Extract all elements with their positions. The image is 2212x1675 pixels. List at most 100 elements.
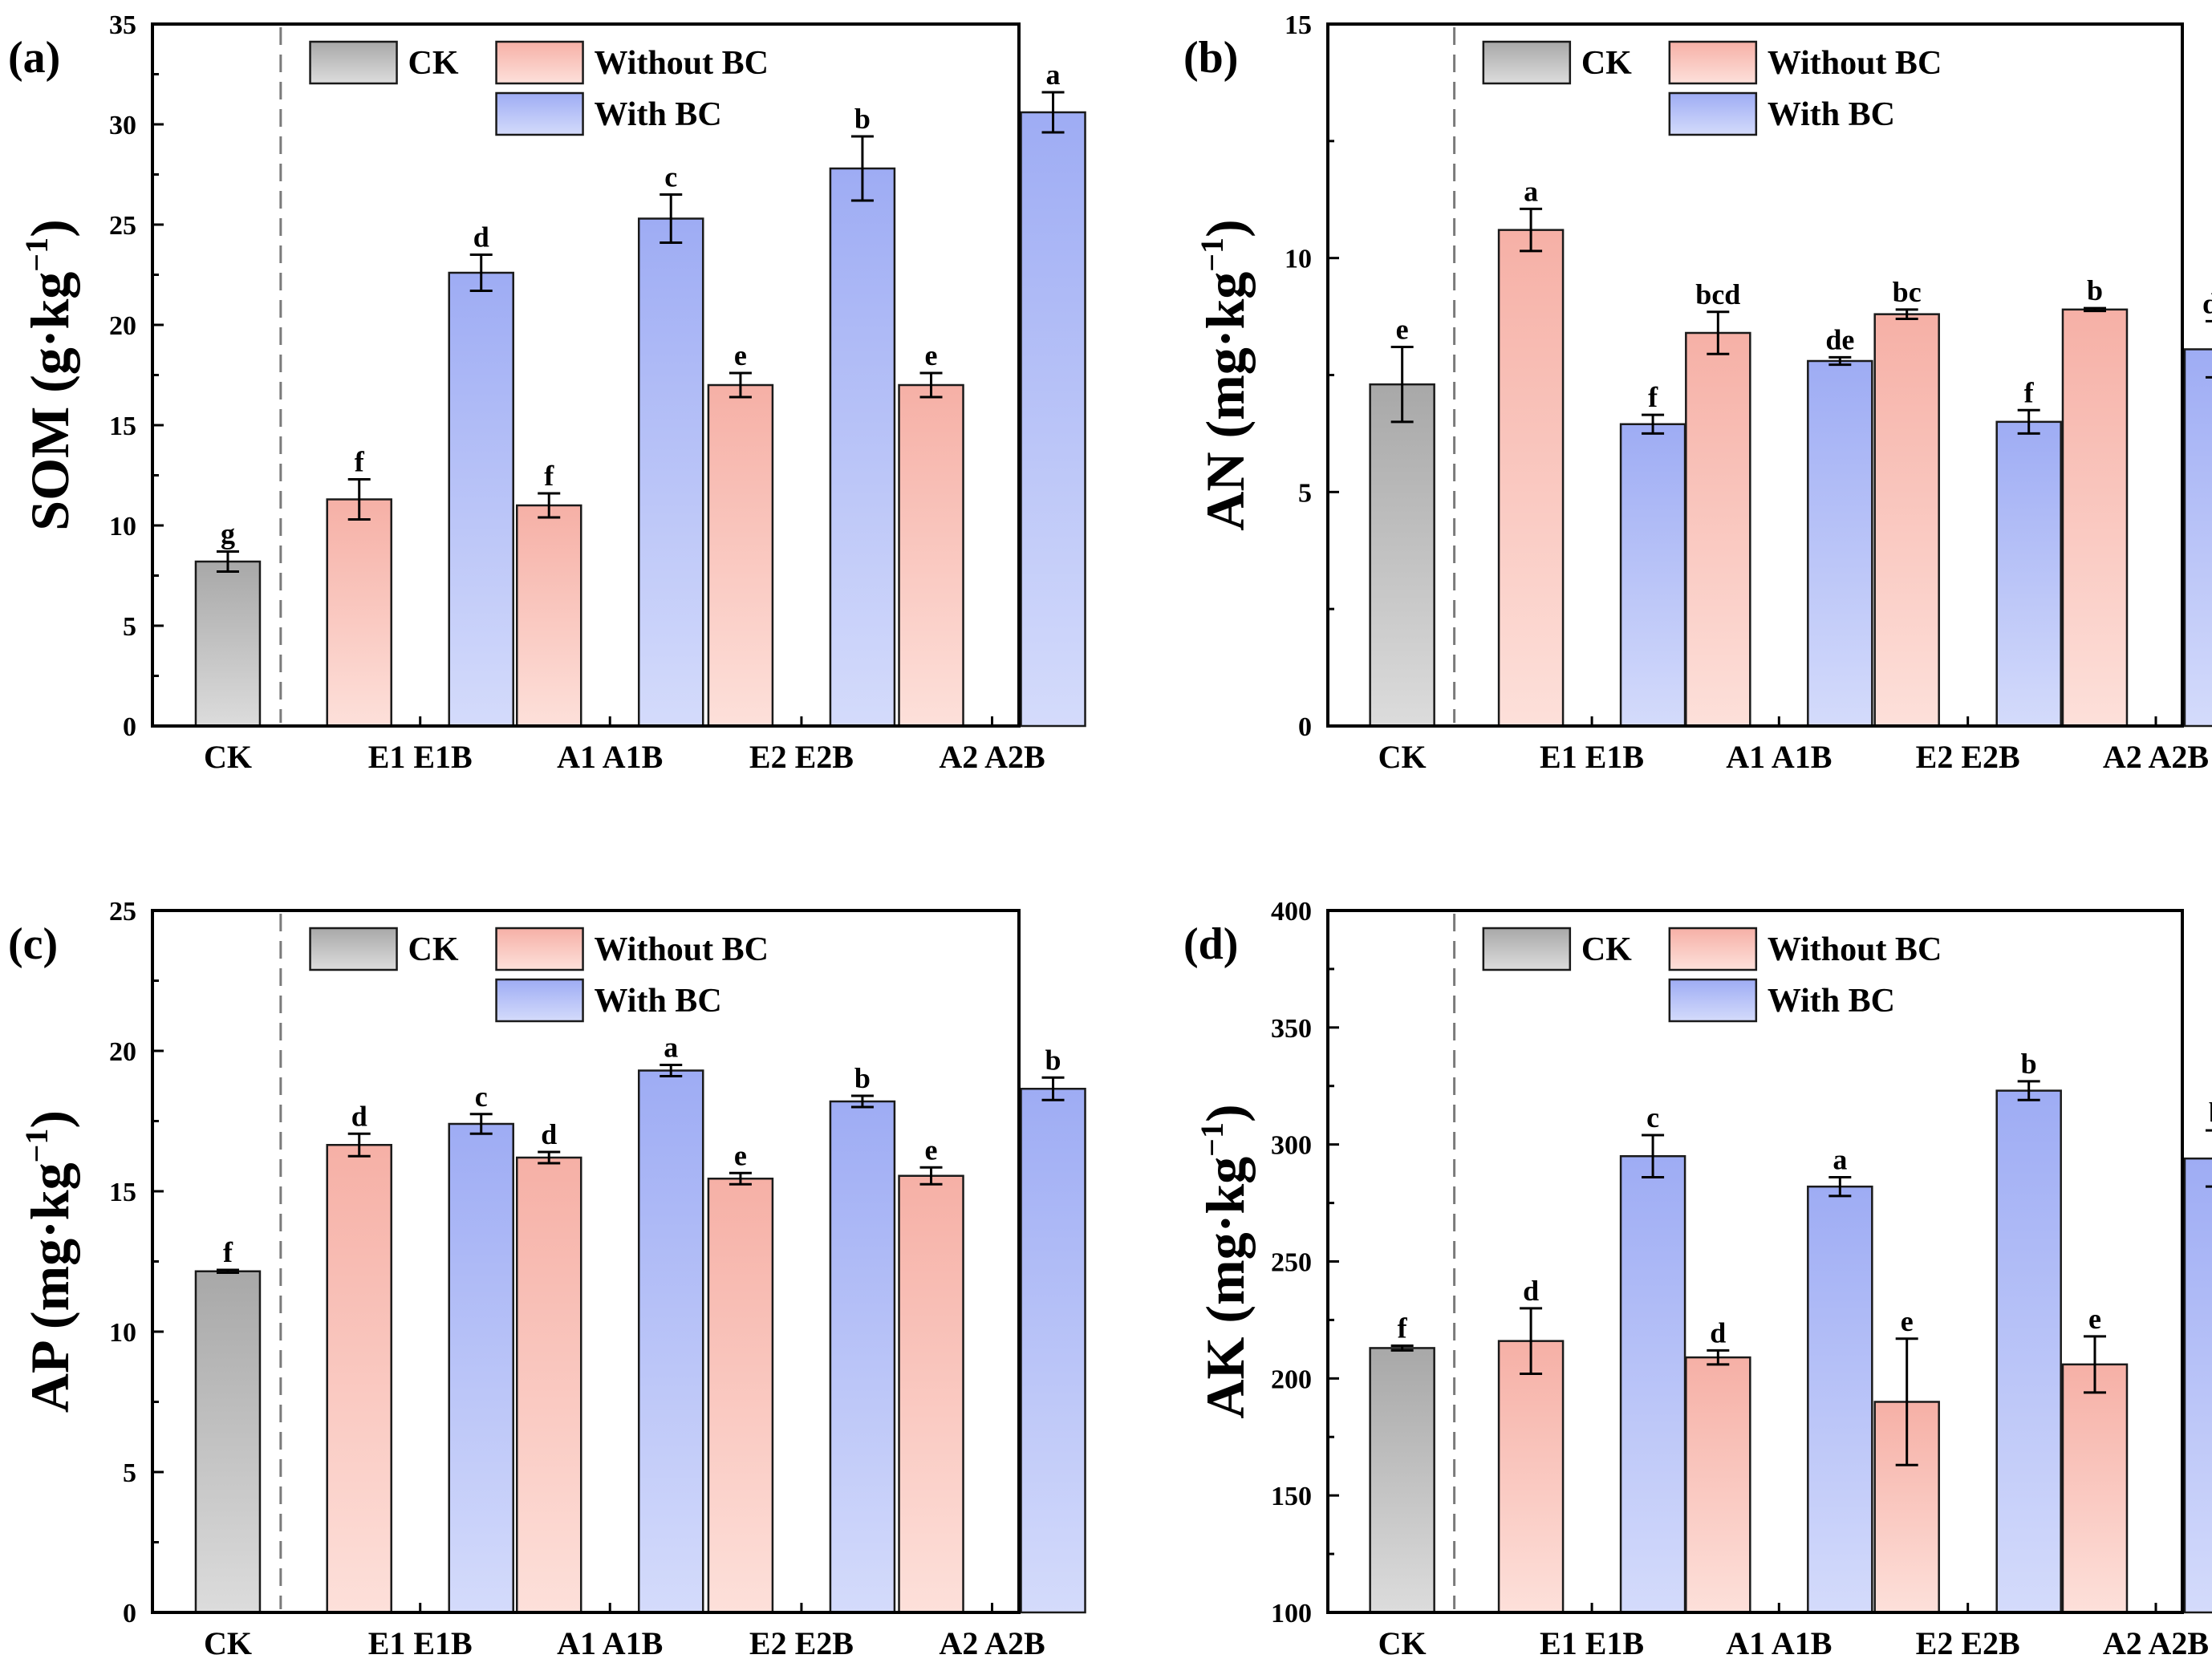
y-tick-label: 20: [109, 1037, 136, 1067]
bar-with-bc: [1020, 1088, 1086, 1614]
bar-without-bc: [1685, 1356, 1751, 1614]
y-tick-label: 5: [123, 1458, 136, 1488]
chart-panel-3: (c) AP (mg·kg−1) 0 5 10 15 20 25 CK E1 E1B A1 A1B E…: [8, 897, 1086, 1661]
significance-letter: f: [1648, 381, 1658, 413]
legend-swatch-without-bc: [495, 927, 584, 971]
bar-with-bc: [448, 1122, 514, 1614]
y-tick-label: 0: [123, 712, 136, 742]
bar-with-bc: [1619, 1155, 1686, 1614]
legend-label-ck: CK: [408, 45, 459, 82]
x-tick-label: A2 A2B: [939, 739, 1045, 775]
bar-with-bc: [1807, 1185, 1873, 1614]
y-tick-label: 15: [1285, 10, 1312, 40]
legend-swatch-without-bc: [1668, 40, 1758, 85]
bar-with-bc: [448, 271, 514, 728]
y-tick-label: 15: [109, 1178, 136, 1207]
y-tick-label: 25: [109, 897, 136, 927]
bar-without-bc: [2061, 1363, 2129, 1614]
bar-without-bc: [1685, 331, 1751, 728]
bar-ck: [194, 560, 262, 728]
bar-ck: [194, 1270, 262, 1614]
bar-without-bc: [898, 383, 964, 728]
significance-letter: c: [664, 161, 677, 193]
significance-letter: e: [1396, 314, 1409, 346]
x-tick-label: A2 A2B: [2103, 739, 2209, 775]
x-tick-label: A1 A1B: [1726, 1625, 1832, 1661]
x-tick-label: CK: [204, 739, 252, 775]
bar-without-bc: [1873, 313, 1940, 728]
bar-with-bc: [2183, 348, 2212, 728]
significance-letter: e: [734, 1139, 747, 1171]
legend-swatch-with-bc: [495, 978, 584, 1023]
y-tick-label: 300: [1271, 1131, 1312, 1161]
significance-letter: b: [2087, 274, 2103, 306]
y-axis-label: AP (mg·kg−1): [18, 1110, 80, 1413]
x-tick-label: E2 E2B: [749, 739, 854, 775]
significance-letter: e: [734, 339, 747, 371]
y-tick-label: 15: [109, 412, 136, 441]
y-tick-label: 10: [1285, 245, 1312, 274]
legend-swatch-with-bc: [1668, 978, 1758, 1023]
significance-letter: f: [223, 1236, 233, 1268]
bar-with-bc: [1619, 423, 1686, 728]
legend: CK Without BC With BC: [309, 927, 769, 1023]
legend-label-ck: CK: [1581, 931, 1632, 968]
legend-label-ck: CK: [1581, 45, 1632, 82]
x-tick-label: E1 E1B: [368, 1625, 473, 1661]
bar-without-bc: [1497, 229, 1565, 728]
x-tick-label: CK: [1378, 1625, 1427, 1661]
legend-label-with-bc: With BC: [1768, 983, 1895, 1020]
significance-letter: a: [664, 1032, 678, 1064]
x-tick-label: E2 E2B: [1916, 739, 2020, 775]
y-tick-label: 20: [109, 311, 136, 341]
significance-letter: f: [355, 446, 365, 478]
y-tick-label: 100: [1271, 1599, 1312, 1628]
chart-panel-1: (a) SOM (g·kg−1) 0 5 10 15 20 25 30 35 CK E1 E1B A1 …: [8, 10, 1086, 775]
legend-label-without-bc: Without BC: [595, 45, 769, 82]
x-tick-label: A1 A1B: [557, 1625, 663, 1661]
significance-letter: a: [1046, 59, 1061, 91]
significance-letter: a: [1524, 175, 1538, 207]
y-tick-label: 250: [1271, 1248, 1312, 1278]
significance-letter: d: [1523, 1275, 1539, 1307]
significance-letter: d: [351, 1100, 367, 1132]
significance-letter: b: [2021, 1048, 2037, 1080]
bar-without-bc: [2061, 308, 2129, 728]
y-axis-label: AN (mg·kg−1): [1194, 219, 1256, 530]
bar-without-bc: [898, 1174, 964, 1614]
bar-with-bc: [1020, 111, 1086, 728]
legend-swatch-without-bc: [1668, 927, 1758, 971]
bar-without-bc: [707, 383, 774, 728]
significance-letter: b: [854, 1062, 871, 1094]
legend-swatch-with-bc: [1668, 91, 1758, 136]
bar-ck: [1369, 1347, 1435, 1614]
y-tick-label: 350: [1271, 1014, 1312, 1044]
x-tick-label: E1 E1B: [1540, 739, 1644, 775]
y-tick-label: 200: [1271, 1365, 1312, 1394]
legend: CK Without BC With BC: [1482, 927, 1942, 1023]
significance-letter: e: [2088, 1303, 2101, 1335]
bar-with-bc: [1995, 420, 2062, 728]
bar-with-bc: [829, 167, 896, 728]
significance-letter: b: [1045, 1044, 1061, 1076]
x-tick-label: E2 E2B: [1916, 1625, 2020, 1661]
legend-label-with-bc: With BC: [1768, 96, 1895, 133]
significance-letter: c: [1646, 1101, 1659, 1134]
bar-without-bc: [326, 498, 392, 728]
y-tick-label: 5: [123, 612, 136, 642]
y-tick-label: 5: [1298, 478, 1312, 508]
x-tick-label: CK: [1378, 739, 1427, 775]
bar-with-bc: [2183, 1157, 2212, 1614]
y-tick-label: 10: [109, 512, 136, 541]
x-tick-label: A2 A2B: [2103, 1625, 2209, 1661]
significance-letter: d: [541, 1118, 557, 1150]
significance-letter: d: [473, 221, 489, 253]
y-tick-label: 30: [109, 111, 136, 140]
x-tick-label: A1 A1B: [1726, 739, 1832, 775]
legend-swatch-ck: [309, 927, 398, 971]
bar-without-bc: [515, 1156, 582, 1614]
significance-letter: b: [854, 103, 871, 135]
y-tick-label: 35: [109, 10, 136, 40]
legend-swatch-with-bc: [495, 91, 584, 136]
